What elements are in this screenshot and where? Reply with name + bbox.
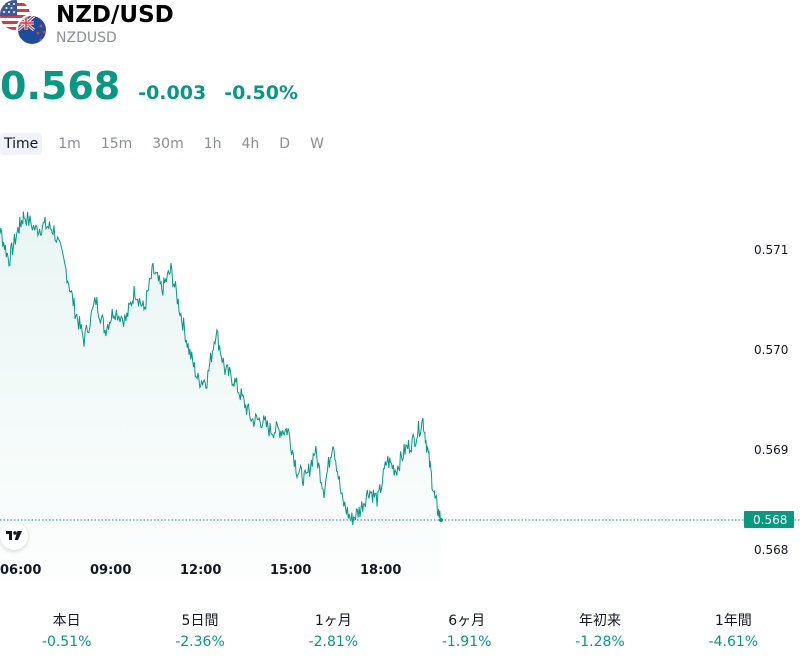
perf-6m[interactable]: 6ヶ月 -1.91% xyxy=(400,610,533,650)
interval-15m[interactable]: 15m xyxy=(100,136,133,152)
y-tick-label: 0.571 xyxy=(754,243,788,257)
last-price: 0.568 xyxy=(0,64,121,108)
x-tick-label: 09:00 xyxy=(90,563,131,578)
tradingview-logo-icon[interactable] xyxy=(0,522,28,550)
interval-d[interactable]: D xyxy=(279,136,291,152)
y-tick-label: 0.570 xyxy=(754,343,788,357)
price-change-percent: -0.50% xyxy=(224,82,298,104)
perf-label: 5日間 xyxy=(181,613,219,629)
perf-value: -1.28% xyxy=(575,634,625,650)
perf-value: -0.51% xyxy=(41,634,92,650)
perf-value: -4.61% xyxy=(708,634,759,650)
price-chart[interactable]: 0.571 0.570 0.569 0.568 06:00 09:00 12:00 15:0… xyxy=(0,160,800,580)
perf-label: 本日 xyxy=(52,613,81,629)
perf-label: 1年間 xyxy=(714,613,752,629)
x-tick-label: 18:00 xyxy=(360,563,401,578)
last-price-dot xyxy=(439,518,443,522)
performance-strip: 本日 -0.51% 5日間 -2.36% 1ヶ月 -2.81% 6ヶ月 -1.91% 年… xyxy=(0,610,800,650)
perf-label: 1ヶ月 xyxy=(314,613,352,629)
perf-1m[interactable]: 1ヶ月 -2.81% xyxy=(267,610,400,650)
perf-5d[interactable]: 5日間 -2.36% xyxy=(133,610,266,650)
perf-label: 年初来 xyxy=(578,613,621,629)
nz-flag-icon xyxy=(16,14,48,46)
interval-w[interactable]: W xyxy=(310,136,324,152)
price-change: -0.003 xyxy=(138,82,207,104)
y-tick-label: 0.569 xyxy=(754,443,788,457)
price-line xyxy=(0,211,442,526)
interval-30m[interactable]: 30m xyxy=(152,136,184,152)
perf-label: 6ヶ月 xyxy=(448,613,486,629)
x-tick-label: 06:00 xyxy=(0,563,41,578)
currency-flags xyxy=(0,0,50,50)
perf-value: -2.81% xyxy=(308,634,359,650)
perf-value: -1.91% xyxy=(441,634,492,650)
price-area xyxy=(0,211,441,580)
interval-time[interactable]: Time xyxy=(0,133,43,155)
symbol-ticker: NZDUSD xyxy=(56,30,117,46)
perf-today[interactable]: 本日 -0.51% xyxy=(0,610,133,650)
x-tick-label: 12:00 xyxy=(180,563,221,578)
perf-value: -2.36% xyxy=(175,634,225,650)
interval-4h[interactable]: 4h xyxy=(241,136,260,152)
perf-1y[interactable]: 1年間 -4.61% xyxy=(667,610,800,650)
x-tick-label: 15:00 xyxy=(270,563,311,578)
symbol-title: NZD/USD xyxy=(56,2,174,28)
interval-1h[interactable]: 1h xyxy=(203,136,222,152)
last-price-badge-text: 0.568 xyxy=(753,513,787,527)
interval-selector: Time 1m 15m 30m 1h 4h D W xyxy=(0,132,340,156)
y-tick-label: 0.568 xyxy=(754,543,788,557)
last-price-badge xyxy=(744,511,794,528)
perf-ytd[interactable]: 年初来 -1.28% xyxy=(533,610,666,650)
interval-1m[interactable]: 1m xyxy=(58,136,81,152)
quote-row: 0.568 -0.003 -0.50% xyxy=(0,64,298,108)
